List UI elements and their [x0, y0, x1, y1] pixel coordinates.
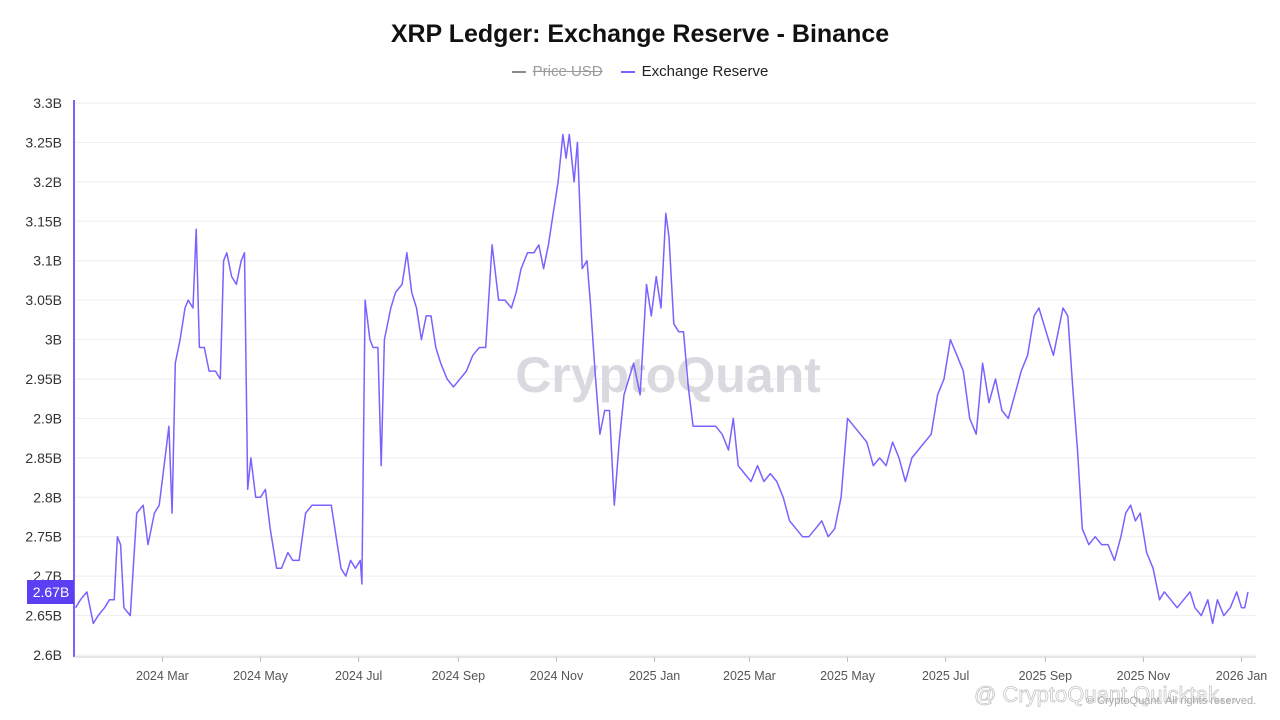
- y-tick-label: 2.6B: [33, 647, 62, 663]
- y-tick-label: 2.95B: [25, 371, 62, 387]
- y-tick-label: 3B: [45, 332, 62, 348]
- x-tick-label: 2025 Sep: [1019, 669, 1073, 683]
- legend: Price USD Exchange Reserve: [0, 63, 1280, 80]
- chart-title: XRP Ledger: Exchange Reserve - Binance: [390, 20, 890, 48]
- legend-label-exchange-reserve: Exchange Reserve: [641, 63, 769, 80]
- y-tick-label: 3.1B: [33, 253, 62, 269]
- y-tick-label: 2.8B: [33, 489, 62, 505]
- watermark-text: CryptoQuant: [515, 347, 821, 403]
- x-tick-label: 2024 Nov: [530, 669, 584, 683]
- x-tick-label: 2025 Nov: [1117, 669, 1171, 683]
- credit-overlay: @ CryptoQuant Quicktak... © CryptoQuant.…: [974, 682, 1256, 708]
- legend-item-exchange-reserve[interactable]: Exchange Reserve: [620, 63, 769, 80]
- x-tick-label: 2024 Jul: [335, 669, 382, 683]
- series-exchange-reserve: [74, 133, 1249, 625]
- x-tick-label: 2025 Jul: [922, 669, 969, 683]
- x-tick-label: 2024 May: [233, 669, 289, 683]
- y-tick-label: 2.9B: [33, 410, 62, 426]
- y-tick-label: 2.65B: [25, 608, 62, 624]
- legend-swatch-price-usd: [511, 70, 526, 73]
- current-value-label-bg: [27, 580, 74, 604]
- y-tick-label: 3.05B: [25, 292, 62, 308]
- x-tick-label: 2026 Jan: [1216, 669, 1267, 683]
- y-axis-ticks: 2.6B2.65B2.7B2.75B2.8B2.85B2.9B2.95B3B3.…: [25, 95, 62, 663]
- y-tick-label: 3.2B: [33, 174, 62, 190]
- series-line-exchange-reserve: [74, 133, 1249, 625]
- legend-label-price-usd: Price USD: [532, 63, 603, 80]
- y-tick-label: 2.75B: [25, 529, 62, 545]
- credit-small-text: © CryptoQuant. All rights reserved.: [1086, 695, 1256, 707]
- y-tick-label: 2.85B: [25, 450, 62, 466]
- x-axis-ticks: 2024 Mar 2024 May 2024 Jul 2024 Sep 2024 Nov…: [136, 657, 1267, 683]
- current-value-marker: 2.67B: [27, 580, 74, 604]
- y-tick-label: 3.3B: [33, 95, 62, 111]
- legend-swatch-exchange-reserve: [620, 70, 635, 73]
- x-tick-label: 2024 Sep: [432, 669, 486, 683]
- y-tick-label: 3.25B: [25, 134, 62, 150]
- x-tick-label: 2025 Jan: [629, 669, 680, 683]
- y-tick-label: 3.15B: [25, 213, 62, 229]
- legend-item-price-usd[interactable]: Price USD: [511, 63, 603, 80]
- x-tick-label: 2024 Mar: [136, 669, 189, 683]
- x-tick-label: 2025 May: [820, 669, 876, 683]
- x-tick-label: 2025 Mar: [723, 669, 776, 683]
- credit-text: @ CryptoQuant Quicktak...: [974, 682, 1237, 707]
- current-value-label: 2.67B: [33, 584, 70, 600]
